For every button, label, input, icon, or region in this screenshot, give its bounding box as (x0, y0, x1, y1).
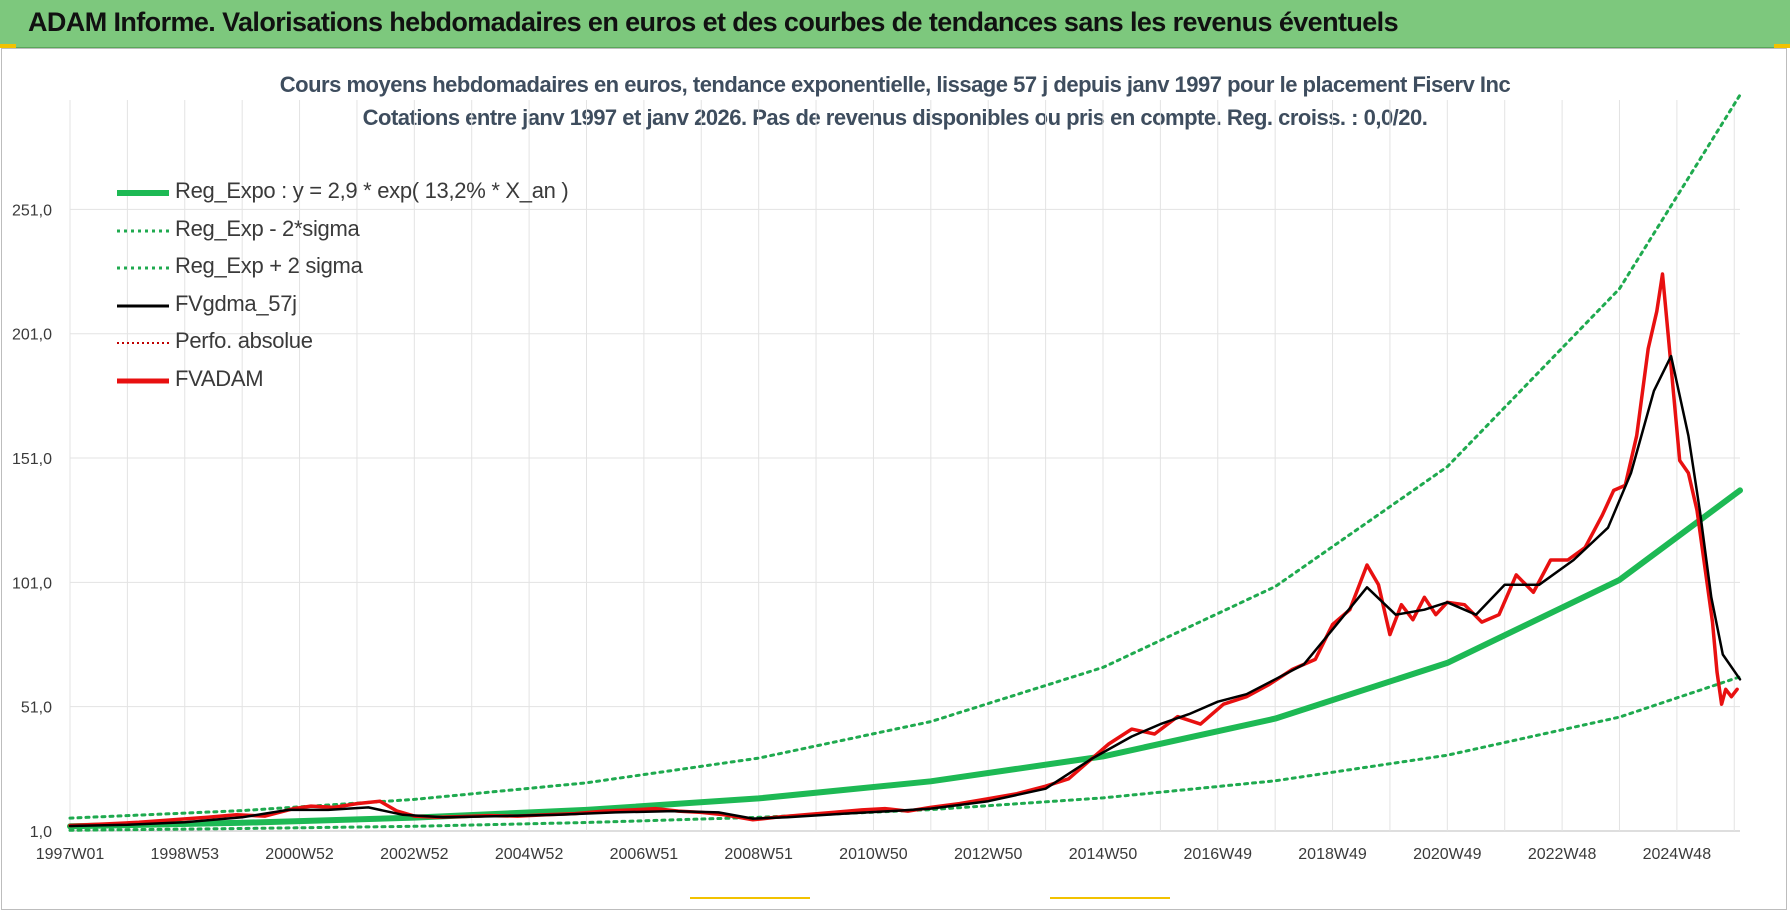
x-tick-label: 2004W52 (495, 846, 564, 863)
series-fvgdma-57j (68, 354, 1742, 828)
legend-swatch-reg-plus (117, 266, 169, 270)
legend-label-reg-minus: Reg_Exp - 2*sigma (175, 216, 360, 241)
legend-label-fvadam: FVADAM (175, 366, 264, 391)
x-tick-label: 2002W52 (380, 846, 449, 863)
legend-label-reg-plus: Reg_Exp + 2 sigma (175, 253, 363, 278)
x-tick-label: 2016W49 (1184, 846, 1253, 863)
grid-layer (69, 100, 1740, 832)
y-tick-label: 101,0 (12, 575, 52, 592)
x-tick-label: 1997W01 (36, 846, 105, 863)
legend-label-fvgdma: FVgdma_57j (175, 291, 297, 316)
series-fvadam (68, 272, 1739, 828)
x-tick-label: 1998W53 (151, 846, 220, 863)
x-tick-label: 2008W51 (724, 846, 793, 863)
corner-mark-top-left (0, 44, 16, 48)
chart-subtitle: Cotations entre janv 1997 et janv 2026. … (362, 105, 1428, 130)
series-reg-expo (67, 487, 1743, 830)
x-tick-label: 2014W50 (1069, 846, 1138, 863)
report-banner: ADAM Informe. Valorisations hebdomadaire… (0, 0, 1790, 48)
chart-frame (1, 48, 1787, 910)
x-tick-label: 2006W51 (610, 846, 679, 863)
report-banner-title: ADAM Informe. Valorisations hebdomadaire… (28, 7, 1399, 37)
series-layer (67, 93, 1743, 832)
legend-label-reg-expo: Reg_Expo : y = 2,9 * exp( 13,2% * X_an ) (175, 178, 569, 203)
corner-mark-top-right (1774, 44, 1790, 48)
y-tick-label: 151,0 (12, 451, 52, 468)
x-tick-label: 2020W49 (1413, 846, 1482, 863)
y-tick-label: 201,0 (12, 327, 52, 344)
legend-label-perfo: Perfo. absolue (175, 328, 313, 353)
corner-mark-bottom-1 (690, 897, 810, 899)
legend-swatch-perfo (117, 342, 169, 344)
legend-swatch-reg-minus (117, 229, 169, 233)
x-tick-label: 2012W50 (954, 846, 1023, 863)
axis-layer: 1,0 51,0 101,0 151,0 201,0 251,0 1997W01 1998W5… (12, 202, 1711, 863)
x-tick-label: 2000W52 (265, 846, 334, 863)
legend-swatch-fvgdma (117, 304, 169, 308)
corner-mark-bottom-2 (1050, 897, 1170, 899)
x-tick-label: 2024W48 (1643, 846, 1712, 863)
x-tick-label: 2010W50 (839, 846, 908, 863)
y-tick-label: 251,0 (12, 202, 52, 219)
series-reg-minus-2sigma (68, 675, 1742, 832)
chart-title: Cours moyens hebdomadaires en euros, ten… (279, 72, 1511, 97)
legend-swatch-reg-expo (117, 190, 169, 196)
x-tick-label: 2018W49 (1298, 846, 1367, 863)
x-tick-label: 2022W48 (1528, 846, 1597, 863)
y-tick-label: 1,0 (30, 824, 52, 841)
legend-swatch-fvadam (117, 378, 169, 384)
y-tick-label: 51,0 (21, 700, 52, 717)
